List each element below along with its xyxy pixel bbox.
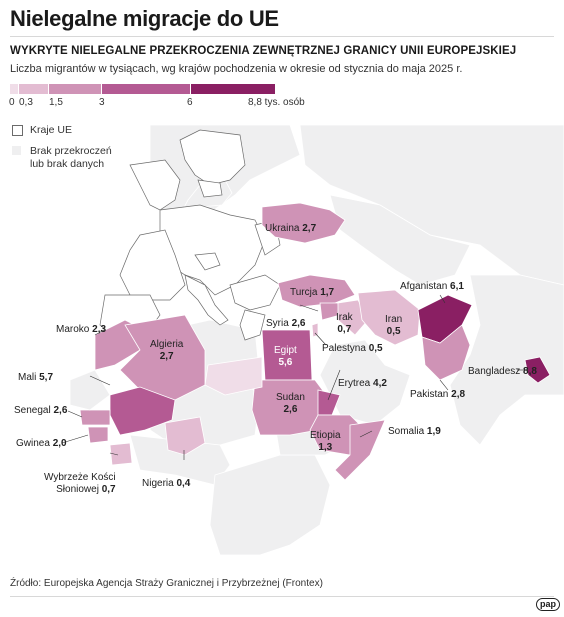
label-egipt: Egipt 5,6 (274, 345, 297, 368)
scale-segment-3 (49, 84, 101, 94)
label-bangladesz: Bangladesz 8,8 (468, 366, 537, 377)
country-sudan (251, 379, 331, 436)
page-title: Nielegalne migracje do UE (10, 6, 279, 31)
legend-nodata-swatch (12, 146, 21, 155)
label-somalia: Somalia 1,9 (388, 426, 441, 437)
legend-eu-swatch (12, 125, 23, 136)
label-nigeria: Nigeria 0,4 (142, 478, 191, 489)
label-gwinea: Gwinea 2,0 (16, 438, 67, 449)
country-bangladesz (524, 356, 551, 384)
country-wybrzeze-kosci-sloniowej (109, 442, 133, 466)
scale-segment-1 (10, 84, 18, 94)
country-palestyna (311, 322, 319, 338)
legend-eu-label: Kraje UE (30, 124, 73, 136)
leader-lines (61, 294, 528, 460)
country-pakistan (421, 324, 471, 381)
divider-top (10, 36, 554, 37)
source-note: Źródło: Europejska Agencja Straży Granic… (10, 578, 323, 589)
subtitle: WYKRYTE NIELEGALNE PRZEKROCZENIA ZEWNĘTR… (10, 45, 517, 57)
pap-logo: pap (536, 598, 561, 611)
country-turcja (277, 274, 356, 308)
country-somalia (334, 419, 386, 481)
label-palestyna: Palestyna 0,5 (322, 343, 383, 354)
map (0, 125, 564, 565)
country-western-sahara (69, 369, 111, 411)
scale-segment-4 (102, 84, 190, 94)
map-eu-countries (99, 129, 281, 341)
label-sudan: Sudan 2,6 (276, 392, 305, 415)
description: Liczba migrantów w tysiącach, wg krajów … (10, 63, 463, 75)
legend-nodata-label-1: Brak przekroczeń (30, 145, 112, 157)
label-irak: Irak 0,7 (336, 312, 353, 335)
label-turcja: Turcja 1,7 (290, 287, 335, 298)
scale-segment-2 (19, 84, 48, 94)
country-ukraina (261, 202, 346, 244)
country-nigeria (164, 416, 206, 456)
label-etiopia: Etiopia 1,3 (310, 430, 341, 453)
scale-tick: 6 (187, 97, 193, 108)
scale-tick: 1,5 (49, 97, 63, 108)
label-iran: Iran 0,5 (385, 314, 403, 337)
scale-tick: 0 (9, 97, 15, 108)
label-afganistan: Afganistan 6,1 (400, 281, 464, 292)
label-ukraina: Ukraina 2,7 (265, 223, 317, 234)
label-erytrea: Erytrea 4,2 (338, 378, 387, 389)
divider-bottom (10, 596, 554, 597)
country-mali (109, 386, 176, 436)
label-mali: Mali 5,7 (18, 372, 54, 383)
label-wybrzeze-kosci-sloniowej: Wybrzeże Kości Słoniowej 0,7 (44, 472, 116, 495)
label-algieria: Algieria 2,7 (150, 339, 184, 362)
country-senegal (79, 409, 111, 426)
label-pakistan: Pakistan 2,8 (410, 389, 466, 400)
country-libia (204, 356, 263, 396)
legend-nodata-label-2: lub brak danych (30, 158, 105, 170)
label-maroko: Maroko 2,3 (56, 324, 107, 335)
country-gwinea (87, 426, 109, 444)
scale-tick: 0,3 (19, 97, 33, 108)
country-iran (357, 289, 421, 346)
scale-tick: 3 (99, 97, 105, 108)
scale-segment-5 (191, 84, 275, 94)
label-senegal: Senegal 2,6 (14, 405, 68, 416)
scale-tick: 8,8 tys. osób (248, 97, 305, 108)
label-syria: Syria 2,6 (266, 318, 306, 329)
